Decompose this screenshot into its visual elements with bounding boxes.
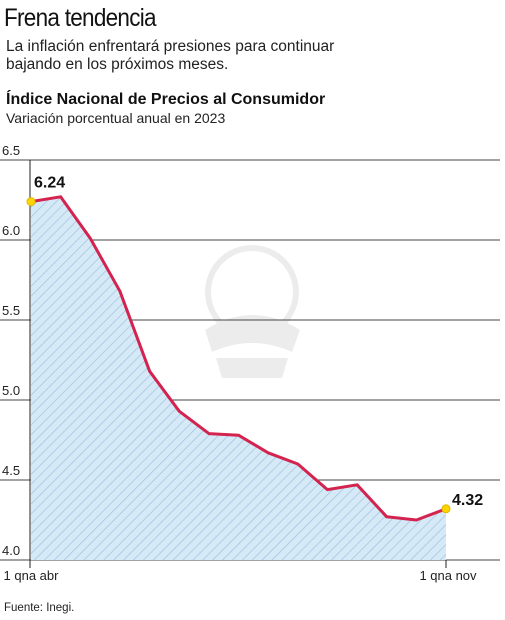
data-label: 4.32 [452, 492, 483, 509]
marker-layer [26, 197, 451, 514]
x-tick-label: 1 qna nov [419, 568, 477, 583]
lede: La inflación enfrentará presiones para c… [6, 38, 335, 73]
inflation-area-chart: 6.5 6.0 5.5 5.0 4.5 4.0 1 qna abr 1 qna nov 6.2… [0, 143, 500, 583]
source-note: Fuente: Inegi. [4, 602, 75, 614]
chart-subtitle: Variación porcentual anual en 2023 [6, 110, 226, 126]
y-tick-label: 5.5 [2, 303, 20, 318]
y-tick-label: 4.5 [2, 463, 20, 478]
data-point-marker [441, 504, 451, 514]
y-tick-label: 5.0 [2, 383, 20, 398]
data-label: 6.24 [34, 175, 65, 192]
y-tick-label: 4.0 [2, 543, 20, 558]
y-tick-label: 6.0 [2, 223, 20, 238]
line-layer [29, 195, 448, 522]
y-tick-label: 6.5 [2, 143, 20, 158]
label-layer: 6.24 4.32 [34, 175, 483, 509]
chart-title: Índice Nacional de Precios al Consumidor [6, 91, 326, 108]
area-layer [31, 196, 446, 561]
area-fill [31, 196, 446, 561]
data-point-marker [26, 197, 36, 207]
x-tick-label: 1 qna abr [4, 568, 60, 583]
headline: Frena tendencia [4, 4, 157, 32]
watermark-logo [205, 245, 300, 378]
series-line [29, 195, 448, 522]
